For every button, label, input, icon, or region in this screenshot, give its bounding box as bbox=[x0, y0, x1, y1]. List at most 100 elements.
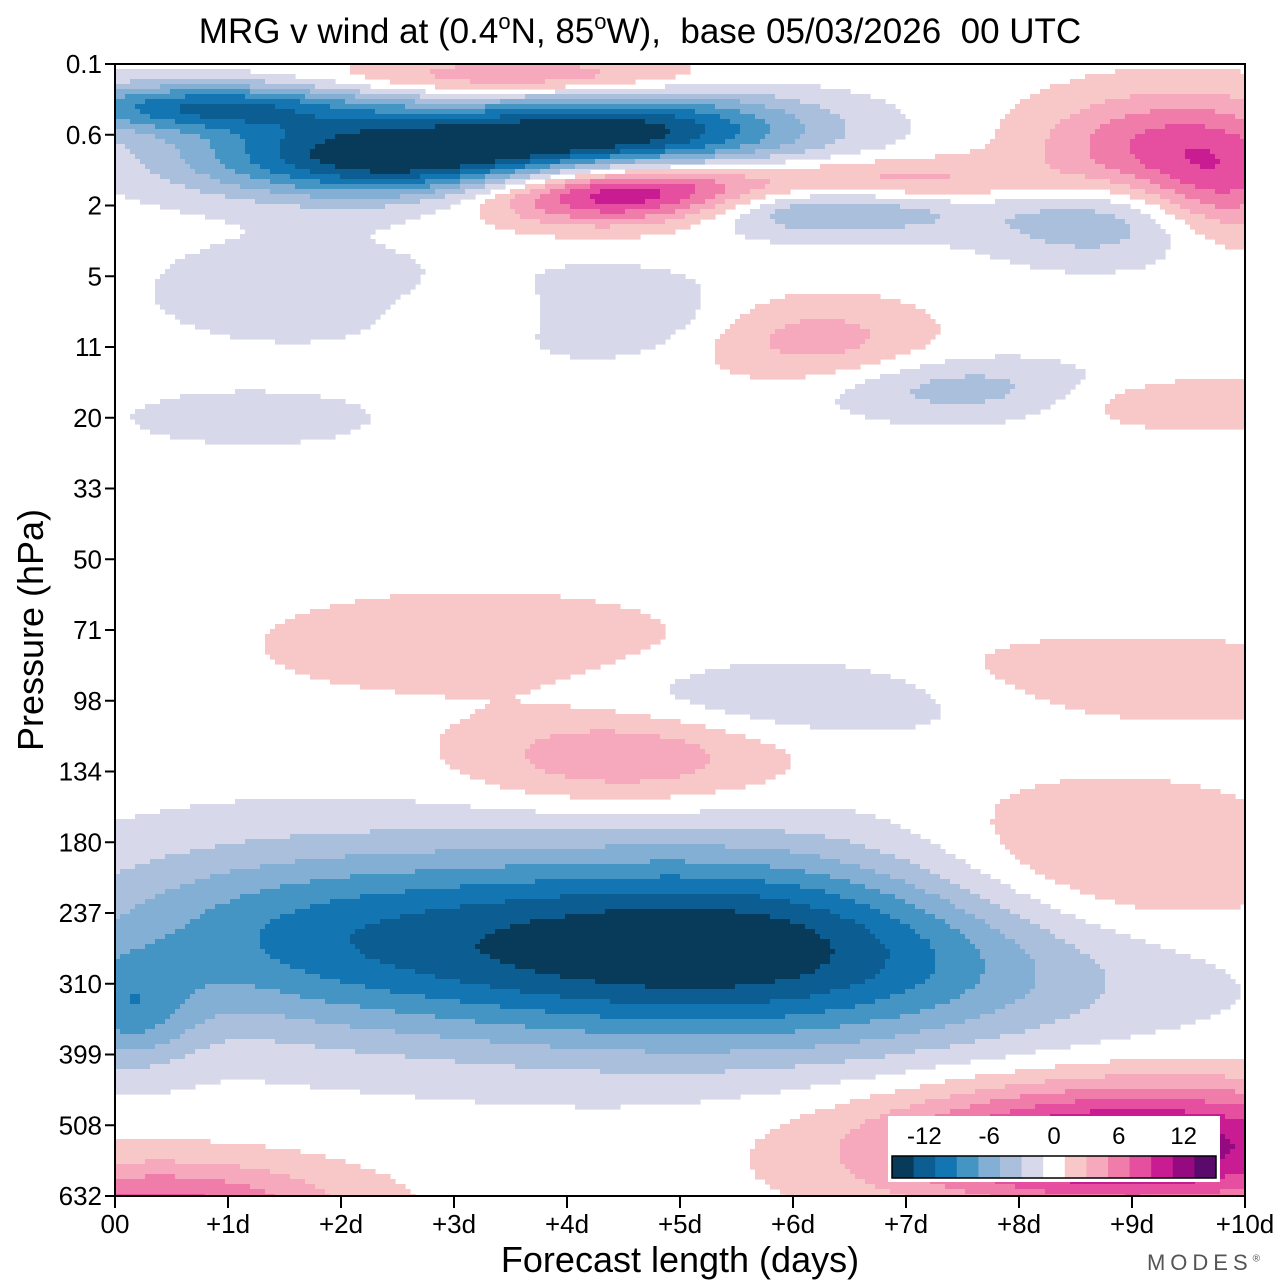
field-cell bbox=[825, 834, 921, 840]
field-cell bbox=[350, 1024, 526, 1030]
field-cell bbox=[645, 199, 681, 205]
field-cell bbox=[845, 1164, 906, 1170]
field-cell bbox=[360, 1089, 781, 1095]
field-cell bbox=[160, 84, 251, 90]
y-tick-label: 399 bbox=[59, 1040, 102, 1070]
field-cell bbox=[905, 224, 1011, 230]
field-cell bbox=[215, 149, 246, 155]
field-cell bbox=[320, 974, 436, 980]
field-cell bbox=[1005, 934, 1056, 940]
field-cell bbox=[1015, 1069, 1245, 1075]
field-cell bbox=[295, 909, 426, 915]
field-cell bbox=[865, 924, 911, 930]
field-cell bbox=[585, 1029, 796, 1035]
field-cell bbox=[545, 79, 636, 85]
field-cell bbox=[570, 154, 611, 160]
field-cell bbox=[995, 824, 1245, 830]
field-cell bbox=[190, 164, 226, 170]
field-cell bbox=[1135, 174, 1171, 180]
field-cell bbox=[445, 759, 531, 765]
x-tick-label: +7d bbox=[884, 1209, 928, 1239]
field-cell bbox=[975, 1074, 1106, 1080]
field-cell bbox=[945, 919, 986, 925]
field-cell bbox=[730, 369, 836, 375]
field-cell bbox=[435, 849, 791, 855]
field-cell bbox=[980, 979, 1036, 985]
field-cell bbox=[165, 269, 426, 275]
field-cell bbox=[890, 1189, 966, 1195]
field-cell bbox=[995, 134, 1051, 140]
field-cell bbox=[485, 704, 571, 710]
field-cell bbox=[115, 904, 136, 910]
field-cell bbox=[1065, 1089, 1236, 1095]
wind-field bbox=[115, 64, 1245, 1196]
field-cell bbox=[415, 99, 501, 105]
field-cell bbox=[135, 104, 181, 110]
field-cell bbox=[565, 179, 591, 185]
field-cell bbox=[750, 189, 791, 195]
field-cell bbox=[180, 1004, 361, 1010]
field-cell bbox=[985, 374, 1086, 380]
field-cell bbox=[610, 224, 691, 230]
field-cell bbox=[1120, 169, 1161, 175]
field-cell bbox=[730, 1049, 916, 1055]
field-cell bbox=[520, 214, 571, 220]
y-tick-label: 33 bbox=[73, 474, 102, 504]
field-cell bbox=[525, 94, 776, 100]
field-cell bbox=[165, 309, 386, 315]
field-cell bbox=[870, 334, 936, 340]
field-cell bbox=[980, 954, 1031, 960]
field-cell bbox=[485, 104, 716, 110]
field-cell bbox=[1000, 119, 1061, 125]
field-cell bbox=[1190, 209, 1245, 215]
field-cell bbox=[1090, 104, 1245, 110]
field-cell bbox=[715, 359, 881, 365]
field-cell bbox=[255, 199, 421, 205]
field-cell bbox=[130, 414, 371, 420]
field-cell bbox=[185, 1029, 396, 1035]
field-cell bbox=[920, 864, 971, 870]
field-cell bbox=[695, 109, 741, 115]
field-cell bbox=[770, 344, 861, 350]
field-cell bbox=[1105, 164, 1146, 170]
field-cell bbox=[145, 164, 191, 170]
field-cell bbox=[300, 204, 386, 210]
field-cell bbox=[495, 929, 816, 935]
field-cell bbox=[770, 864, 861, 870]
field-cell bbox=[450, 724, 706, 730]
field-cell bbox=[115, 994, 131, 1000]
field-cell bbox=[240, 134, 286, 140]
field-cell bbox=[830, 944, 886, 950]
field-cell bbox=[1160, 184, 1196, 190]
field-cell bbox=[195, 1024, 351, 1030]
field-cell bbox=[645, 214, 686, 220]
field-cell bbox=[705, 129, 741, 135]
field-cell bbox=[860, 864, 921, 870]
field-cell bbox=[595, 199, 646, 205]
field-cell bbox=[900, 204, 1131, 210]
field-cell bbox=[675, 209, 701, 215]
field-cell bbox=[330, 679, 556, 685]
field-cell bbox=[125, 144, 176, 150]
field-cell bbox=[1115, 394, 1245, 400]
field-cell bbox=[510, 204, 536, 210]
field-cell bbox=[740, 124, 771, 130]
field-cell bbox=[600, 1069, 726, 1075]
field-cell bbox=[460, 174, 486, 180]
field-cell bbox=[260, 164, 296, 170]
field-cell bbox=[735, 984, 851, 990]
field-cell bbox=[170, 1039, 226, 1045]
field-cell bbox=[750, 1159, 841, 1165]
field-cell bbox=[1220, 219, 1245, 225]
field-cell bbox=[175, 144, 211, 150]
field-cell bbox=[635, 159, 706, 165]
field-cell bbox=[560, 974, 801, 980]
field-cell bbox=[490, 699, 521, 705]
field-cell bbox=[310, 609, 641, 615]
colorbar-swatch bbox=[913, 1156, 936, 1178]
field-cell bbox=[365, 74, 436, 80]
field-cell bbox=[495, 194, 516, 200]
field-cell bbox=[235, 799, 416, 805]
field-cell bbox=[115, 859, 151, 865]
field-cell bbox=[115, 954, 121, 960]
